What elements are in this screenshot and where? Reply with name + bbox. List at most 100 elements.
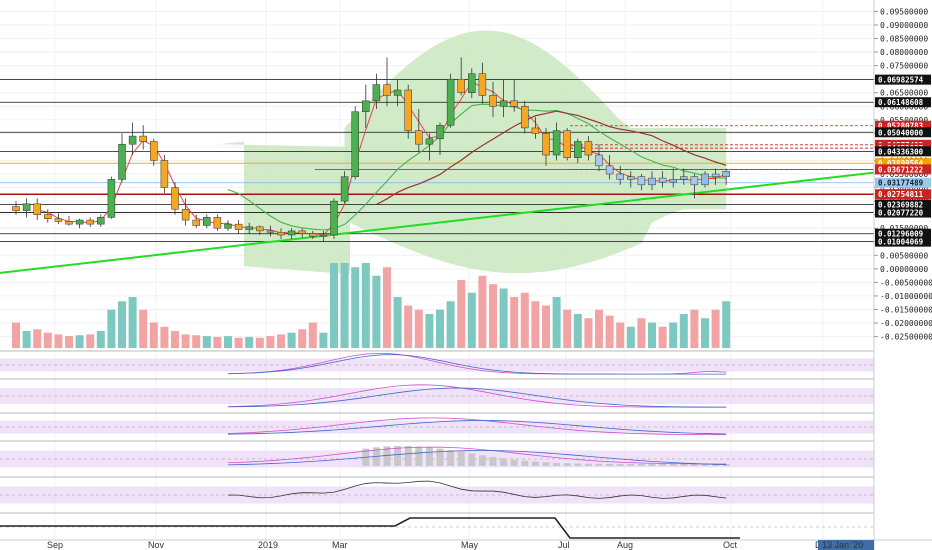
level-tag-label: 0.05280783 — [878, 122, 924, 131]
price-tick-label: 0.03500000 — [880, 170, 928, 179]
pane-band — [0, 486, 874, 504]
volume-bar — [213, 336, 222, 348]
date-tick-label: Oct — [723, 540, 738, 550]
volume-bar — [266, 336, 275, 348]
candle-body — [107, 179, 116, 218]
candle-body — [277, 232, 285, 236]
price-axis[interactable]: 0.09500000 0.09000000 0.08500000 0.08000000… — [873, 0, 932, 550]
indicator-line — [227, 384, 727, 408]
level-tag — [875, 74, 931, 85]
macd-bar — [457, 451, 465, 466]
level-tag — [875, 189, 931, 200]
candle-body — [669, 179, 677, 183]
volume-bar — [510, 297, 519, 348]
trend-line-segment — [0, 171, 875, 274]
candle-body — [118, 143, 126, 180]
candle-body — [425, 138, 434, 145]
candle-body — [75, 219, 84, 225]
candle-body — [690, 176, 699, 186]
candle-body — [224, 223, 232, 229]
band-segment — [344, 30, 727, 274]
macd-bar — [659, 463, 667, 466]
candle-body — [446, 78, 455, 126]
volume-bar — [43, 332, 52, 348]
candle-body — [701, 173, 709, 186]
volume-bar — [128, 297, 137, 348]
volume-bar — [414, 309, 423, 348]
date-axis[interactable]: SepNov2019MarMayJulAugOctDec13 Jan '20 — [0, 539, 932, 550]
volume-bar — [605, 315, 614, 348]
volume-bar — [478, 275, 487, 348]
macd-bar — [616, 463, 624, 466]
volume-bar — [139, 309, 148, 348]
level-tag — [875, 177, 931, 188]
date-tick-label: 2019 — [258, 540, 278, 550]
volume-bar — [595, 309, 603, 348]
volume-bar — [626, 326, 635, 348]
candle-body — [722, 171, 730, 177]
macd-bar — [447, 450, 455, 466]
candle-body — [393, 89, 402, 96]
volume-bar — [12, 322, 20, 348]
candle-body — [383, 84, 391, 96]
indicator-line — [227, 387, 727, 408]
volume-bar — [234, 337, 243, 348]
volume-bar — [679, 314, 688, 348]
level-tag — [875, 236, 931, 247]
level-tag-label: 0.02077220 — [878, 209, 924, 218]
level-tag — [875, 120, 931, 131]
level-tag-label: 0.06148608 — [878, 98, 924, 107]
macd-bar — [542, 462, 550, 466]
level-tag-label: 0.01296009 — [878, 230, 924, 239]
volume-bar — [65, 336, 73, 348]
macd-bar — [489, 456, 497, 466]
candle-body — [33, 203, 41, 215]
volume-bar — [690, 309, 699, 348]
volume-bar — [181, 334, 190, 348]
pane-band — [0, 420, 874, 434]
candle-body — [330, 200, 338, 236]
volume-bar — [351, 267, 360, 348]
current-date-badge — [818, 540, 874, 550]
candle-body — [574, 141, 582, 158]
date-tick-label: May — [461, 540, 479, 550]
level-tag-label: 0.04336300 — [878, 147, 924, 156]
volume-bar — [446, 301, 455, 348]
volume-bar — [54, 334, 63, 348]
axis-bg — [874, 0, 932, 550]
volume-bar — [393, 297, 402, 348]
candle-body — [54, 218, 63, 222]
volume-bar — [489, 284, 497, 348]
candle-body — [616, 173, 624, 180]
candle-body — [192, 219, 200, 226]
candle-body — [711, 173, 720, 177]
volume-bar — [404, 305, 413, 348]
candle-body — [531, 127, 540, 134]
indicator-line — [227, 354, 727, 375]
candle-body — [510, 100, 518, 107]
macd-bar — [722, 463, 730, 466]
macd-bar — [574, 463, 582, 466]
candle-body — [266, 230, 275, 233]
volume-bar — [107, 309, 116, 348]
volume-bar — [372, 275, 381, 348]
macd-bar — [680, 463, 688, 466]
candle-body — [181, 208, 190, 221]
level-tag-label: 0.03177489 — [878, 179, 924, 188]
trend-line[interactable] — [0, 171, 875, 274]
macd-bar — [712, 463, 720, 466]
candle-body — [499, 100, 508, 107]
volume-bar — [457, 280, 466, 348]
candle-body — [171, 187, 179, 210]
level-tag — [875, 164, 931, 175]
date-tick-label: Aug — [617, 540, 633, 550]
macd-bar — [510, 459, 518, 466]
band-segment — [217, 141, 350, 275]
price-tick-label: -0.02500000 — [880, 333, 932, 342]
candle-body — [203, 217, 211, 226]
candle-body — [150, 141, 158, 161]
candle-body — [44, 214, 52, 219]
level-tag-label: 0.06982574 — [878, 76, 924, 85]
macd-bar — [394, 446, 402, 466]
